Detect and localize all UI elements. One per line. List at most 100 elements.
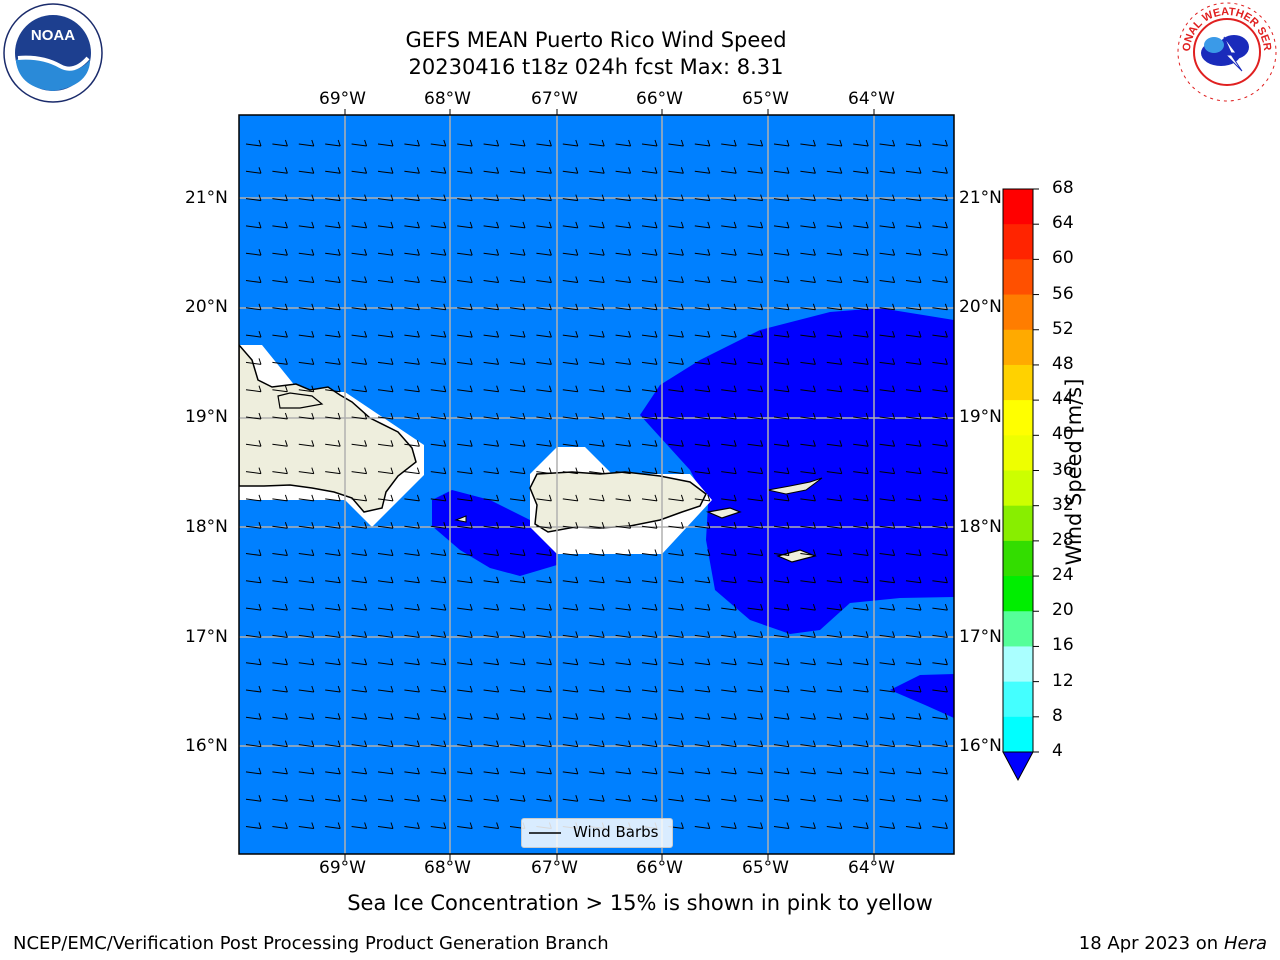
wind-barb bbox=[325, 822, 341, 829]
wind-barb bbox=[298, 822, 315, 829]
wind-barb bbox=[853, 603, 869, 611]
wind-barb bbox=[879, 139, 896, 147]
lat-label-left-18n: 18°N bbox=[185, 517, 228, 537]
wind-barb bbox=[721, 522, 737, 529]
wind-barb bbox=[404, 494, 420, 502]
colorbar-segment bbox=[1003, 716, 1033, 753]
wind-barb bbox=[351, 249, 368, 256]
wind-barb bbox=[351, 795, 368, 802]
wind-barb bbox=[562, 358, 579, 365]
wind-barb bbox=[853, 276, 869, 283]
wind-barb bbox=[905, 385, 922, 393]
wind-barb bbox=[668, 549, 684, 556]
wind-barb bbox=[668, 139, 684, 147]
wind-barb bbox=[932, 249, 948, 256]
wind-barb bbox=[298, 713, 315, 720]
wind-barb bbox=[773, 358, 790, 365]
wind-barb bbox=[457, 330, 473, 338]
wind-barb bbox=[932, 494, 948, 502]
wind-barb bbox=[351, 303, 368, 311]
wind-barb bbox=[615, 358, 632, 365]
wind-barb bbox=[721, 467, 737, 475]
wind-barb bbox=[562, 576, 579, 584]
wind-barb bbox=[509, 658, 526, 666]
wind-barb bbox=[879, 194, 896, 202]
wind-barb bbox=[589, 440, 605, 447]
lat-label-right-21n: 21°N bbox=[959, 188, 1002, 208]
wind-barb bbox=[245, 358, 262, 365]
wind-barb bbox=[615, 412, 632, 420]
wind-barb bbox=[272, 412, 288, 420]
wind-barb bbox=[325, 139, 341, 147]
wind-barb bbox=[272, 494, 288, 502]
wind-barb bbox=[668, 303, 684, 311]
wind-barb bbox=[668, 767, 684, 775]
wind-barb bbox=[853, 412, 869, 420]
wind-barb bbox=[536, 412, 552, 420]
wind-barb bbox=[589, 249, 605, 256]
lat-label-left-21n: 21°N bbox=[185, 188, 228, 208]
wind-barb bbox=[377, 139, 394, 147]
wind-barb bbox=[853, 576, 869, 584]
colorbar-segment bbox=[1003, 646, 1033, 683]
colorbar-tick-label: 60 bbox=[1052, 248, 1074, 269]
lon-label-top-67w: 67°W bbox=[531, 89, 578, 109]
wind-barb bbox=[325, 795, 341, 802]
wind-barb bbox=[325, 713, 341, 720]
wind-barb bbox=[615, 249, 632, 256]
wind-barb bbox=[589, 576, 605, 584]
wind-barb bbox=[853, 713, 869, 720]
wind-barb bbox=[615, 576, 632, 584]
colorbar-segment bbox=[1003, 611, 1033, 647]
wind-barb bbox=[404, 467, 420, 475]
wind-barb bbox=[536, 740, 552, 748]
wind-barb bbox=[589, 740, 605, 748]
wind-barb bbox=[351, 549, 368, 556]
wind-barb bbox=[589, 139, 605, 147]
wind-barb bbox=[721, 194, 737, 202]
lon-label-top-65w: 65°W bbox=[742, 89, 789, 109]
wind-barb bbox=[351, 358, 368, 365]
wind-barb bbox=[694, 385, 711, 393]
wind-barb bbox=[457, 167, 473, 174]
wind-barb bbox=[694, 276, 711, 283]
wind-barb bbox=[853, 167, 869, 174]
wind-barb bbox=[932, 795, 948, 802]
wind-barb bbox=[641, 249, 658, 256]
wind-barb bbox=[272, 658, 288, 666]
wind-barb bbox=[879, 603, 896, 611]
wind-barb bbox=[773, 194, 790, 202]
wind-barb bbox=[826, 167, 843, 174]
wind-barb bbox=[325, 631, 341, 638]
wind-barb bbox=[272, 440, 288, 447]
wind-barb bbox=[457, 494, 473, 502]
wind-barb bbox=[721, 412, 737, 420]
wind-barb bbox=[562, 467, 579, 475]
wind-barb bbox=[747, 740, 764, 748]
wind-barb bbox=[351, 522, 368, 529]
wind-barb bbox=[800, 330, 816, 338]
chart-title-line1: GEFS MEAN Puerto Rico Wind Speed bbox=[405, 28, 787, 52]
wind-barb bbox=[536, 221, 552, 229]
wind-barb bbox=[721, 631, 737, 638]
wind-barb bbox=[298, 276, 315, 283]
wind-barb bbox=[694, 658, 711, 666]
wind-barb bbox=[298, 767, 315, 775]
wind-barb bbox=[483, 385, 500, 393]
wind-barb bbox=[509, 576, 526, 584]
wind-barb bbox=[272, 631, 288, 638]
wind-barb bbox=[430, 194, 447, 202]
colorbar-tick-label: 52 bbox=[1052, 318, 1074, 339]
wind-barb bbox=[694, 303, 711, 311]
wind-barb bbox=[879, 713, 896, 720]
wind-barb bbox=[377, 385, 394, 393]
wind-barb bbox=[589, 221, 605, 229]
wind-barb bbox=[800, 822, 816, 829]
wind-barb bbox=[773, 822, 790, 829]
wind-barb bbox=[668, 494, 684, 502]
wind-barb bbox=[377, 685, 394, 693]
wind-barb bbox=[773, 740, 790, 748]
wind-barb bbox=[747, 167, 764, 174]
lat-label-right-19n: 19°N bbox=[959, 407, 1002, 427]
wind-barb bbox=[430, 385, 447, 393]
